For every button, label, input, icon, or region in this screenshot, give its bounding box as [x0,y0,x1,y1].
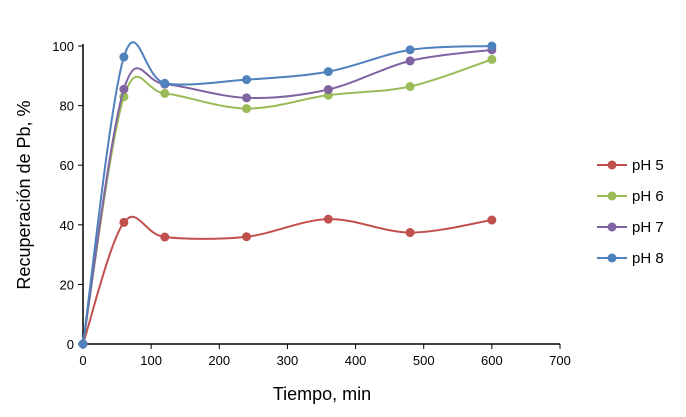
legend-marker-ph-5 [607,160,617,170]
legend-label-ph-7: pH 7 [632,219,664,236]
x-tick-label: 500 [413,353,435,368]
legend-marker-ph-6 [607,191,617,201]
x-tick-label: 400 [345,353,367,368]
data-point-ph-8 [405,45,415,55]
series-line-ph-8 [82,41,492,345]
data-point-ph-7 [242,93,252,103]
data-point-ph-6 [405,82,415,92]
data-point-ph-6 [242,104,252,114]
y-tick-label: 80 [60,99,74,114]
series-line-ph-5 [82,215,493,345]
x-tick-label: 100 [140,353,162,368]
data-point-ph-7 [405,56,415,66]
legend-label-ph-6: pH 6 [632,188,664,205]
legend-label-ph-5: pH 5 [632,157,664,174]
data-point-ph-5 [119,217,129,227]
legend-marker-ph-7 [607,222,617,232]
series-line-ph-6 [82,58,493,345]
x-tick-label: 300 [277,353,299,368]
x-axis-label: Tiempo, min [273,384,371,404]
data-point-ph-8 [487,41,497,51]
data-point-ph-5 [242,232,252,242]
data-point-ph-6 [487,54,497,64]
y-axis-label: Recuperación de Pb, % [14,100,34,289]
x-tick-label: 700 [549,353,571,368]
data-point-ph-6 [160,88,170,98]
x-tick-label: 600 [481,353,503,368]
data-point-ph-7 [323,85,333,95]
data-point-ph-8 [160,78,170,88]
data-point-ph-5 [405,228,415,238]
x-tick-label: 0 [79,353,86,368]
data-point-ph-8 [119,52,129,62]
y-tick-label: 0 [67,337,74,352]
legend-marker-ph-8 [607,253,617,263]
data-point-ph-5 [487,215,497,225]
data-point-ph-5 [160,232,170,242]
data-point-ph-5 [323,214,333,224]
y-tick-label: 60 [60,158,74,173]
series-group [78,41,497,349]
data-point-ph-8 [78,339,88,349]
legend-label-ph-8: pH 8 [632,250,664,267]
y-tick-label: 100 [52,39,74,54]
data-point-ph-8 [323,67,333,77]
data-point-ph-7 [119,84,129,94]
legend: pH 5 pH 6 pH 7 pH 8 [597,157,664,267]
y-tick-label: 20 [60,277,74,292]
series-line-ph-7 [82,48,492,345]
x-tick-label: 200 [208,353,230,368]
y-tick-label: 40 [60,218,74,233]
data-point-ph-8 [242,75,252,85]
axes: 0 100 200 300 400 500 600 700 0 20 40 60 80 100 [52,39,571,368]
